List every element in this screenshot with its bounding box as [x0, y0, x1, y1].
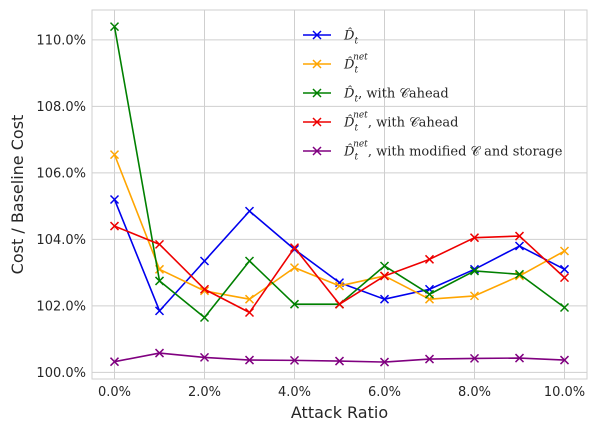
y-tick-label: 106.0%	[36, 166, 86, 181]
x-tick-label: 0.0%	[98, 385, 131, 400]
y-tick-label: 100.0%	[36, 366, 86, 381]
series-line	[113, 154, 565, 301]
data-point	[199, 352, 210, 362]
data-point	[514, 353, 525, 363]
legend-marker	[312, 146, 322, 156]
data-point	[199, 256, 210, 266]
data-point	[559, 246, 570, 256]
y-tick-label: 102.0%	[36, 299, 86, 314]
data-point	[244, 294, 255, 304]
data-point	[469, 266, 480, 276]
x-tick-label: 10.0%	[544, 385, 585, 400]
series-5	[109, 348, 570, 367]
legend-marker	[312, 30, 322, 40]
x-tick-label: 4.0%	[278, 385, 311, 400]
legend-label: D̂tnet, with modified 𝒞 and storage	[343, 140, 563, 163]
data-point	[514, 269, 525, 279]
data-point	[289, 263, 300, 273]
series-line	[113, 26, 565, 319]
series-line	[113, 199, 565, 312]
legend-label: D̂t	[343, 27, 358, 46]
data-point	[514, 241, 525, 251]
data-point	[109, 194, 120, 205]
data-point	[334, 281, 345, 291]
data-point	[244, 206, 255, 216]
y-axis-ticks: 100.0% 102.0% 104.0% 106.0% 108.0% 110.0%	[36, 33, 86, 380]
series-layer	[109, 22, 570, 367]
data-point	[154, 276, 165, 286]
data-point	[109, 357, 120, 367]
y-tick-label: 110.0%	[36, 33, 86, 48]
series-1	[109, 194, 570, 316]
data-point	[109, 221, 120, 231]
data-point	[424, 354, 435, 364]
legend-item: D̂tnet	[303, 53, 368, 76]
data-point	[559, 355, 570, 365]
data-point	[199, 312, 210, 323]
data-point	[244, 307, 255, 318]
data-point	[289, 355, 300, 365]
legend-item: D̂t	[303, 27, 358, 47]
data-point	[109, 22, 120, 32]
data-point	[559, 264, 570, 274]
data-point	[244, 355, 255, 365]
y-axis-label: Cost / Baseline Cost	[8, 115, 27, 275]
data-point	[469, 353, 480, 363]
data-point	[559, 273, 570, 283]
x-tick-label: 2.0%	[188, 385, 221, 400]
data-point	[424, 289, 435, 299]
data-point	[154, 348, 165, 358]
data-point	[469, 291, 480, 301]
gridlines	[92, 10, 587, 379]
legend-item: D̂tnet, with 𝒞ahead	[303, 111, 458, 134]
legend-marker	[312, 88, 322, 98]
legend-marker	[312, 117, 322, 127]
data-point	[289, 243, 300, 253]
data-point	[559, 302, 570, 313]
data-point	[244, 256, 255, 266]
data-point	[334, 299, 345, 309]
data-point	[514, 271, 525, 281]
y-tick-label: 104.0%	[36, 233, 86, 248]
legend-label: D̂tnet	[343, 53, 368, 76]
data-point	[514, 231, 525, 241]
x-axis-ticks: 0.0% 2.0% 4.0% 6.0% 8.0% 10.0%	[98, 385, 585, 400]
data-point	[109, 150, 120, 160]
data-point	[379, 294, 390, 304]
series-4	[109, 221, 570, 318]
legend-label: D̂t, with 𝒞ahead	[343, 85, 449, 104]
legend-label: D̂tnet, with 𝒞ahead	[343, 111, 458, 134]
data-point	[199, 284, 210, 294]
data-point	[154, 306, 165, 316]
legend: D̂t D̂tnet D̂t, with 𝒞ahead D̂tnet, with 𝒞a…	[303, 27, 563, 163]
data-point	[334, 356, 345, 366]
data-point	[469, 233, 480, 243]
data-point	[154, 239, 165, 249]
data-point	[379, 261, 390, 271]
legend-marker	[312, 59, 322, 69]
data-point	[379, 357, 390, 367]
series-3	[109, 22, 570, 323]
legend-item: D̂t, with 𝒞ahead	[303, 85, 449, 105]
data-point	[379, 271, 390, 281]
data-point	[289, 299, 300, 309]
plot-area-frame	[91, 9, 588, 380]
data-point	[199, 286, 210, 296]
legend-item: D̂tnet, with modified 𝒞 and storage	[303, 140, 563, 163]
x-axis-label: Attack Ratio	[291, 403, 388, 422]
x-tick-label: 8.0%	[458, 385, 491, 400]
series-2	[109, 150, 570, 304]
x-tick-label: 6.0%	[368, 385, 401, 400]
data-point	[424, 254, 435, 264]
y-tick-label: 108.0%	[36, 100, 86, 115]
